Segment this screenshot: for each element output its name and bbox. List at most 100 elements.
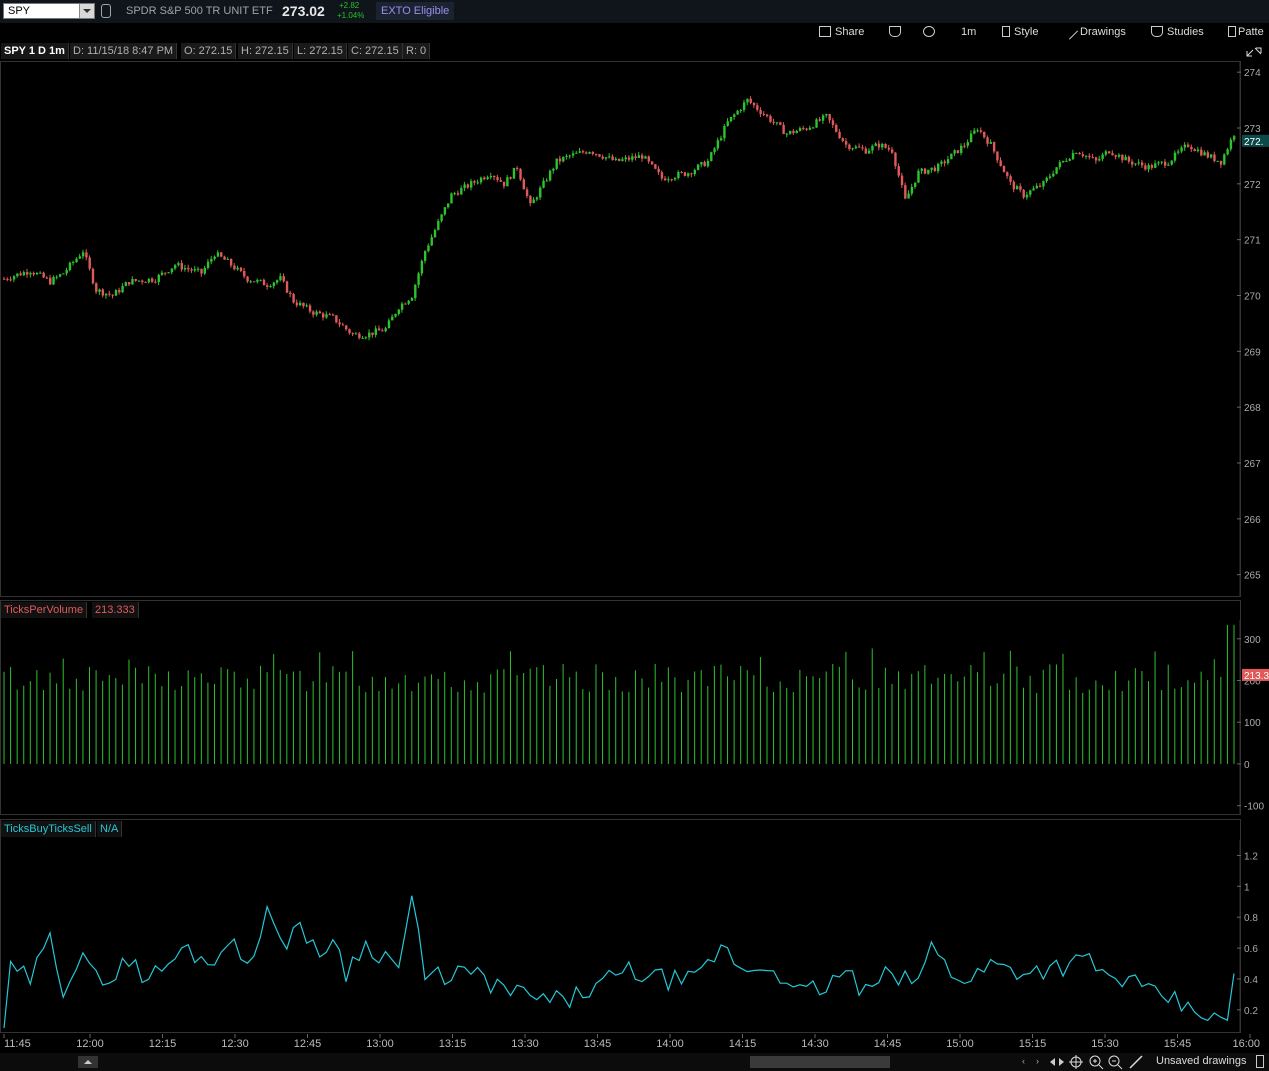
tbs-tick-label: 0.4 (1244, 975, 1258, 986)
pencil-icon (1061, 23, 1079, 40)
time-axis[interactable]: 11:45 12:00 12:15 12:30 12:45 13:00 13:15 13:30… (0, 1034, 1269, 1052)
candle-body (742, 102, 746, 110)
style-button[interactable]: Style (1002, 25, 1038, 39)
candle-body (489, 175, 493, 178)
candle-body (453, 193, 456, 195)
candle-body (371, 332, 374, 335)
candle-body (318, 311, 322, 314)
panel-toggle-icon[interactable] (1256, 1055, 1264, 1068)
candle-body (1029, 190, 1032, 195)
candle-body (825, 114, 828, 116)
ticks-per-volume-chart[interactable]: 300 200 100 0 -100 213.3 (0, 620, 1269, 814)
candle-body (535, 197, 539, 200)
study-name-tpv[interactable]: TicksPerVolume (1, 602, 88, 618)
unsaved-drawings-label[interactable]: Unsaved drawings (1156, 1055, 1247, 1067)
maximize-icon[interactable] (1243, 44, 1265, 60)
candle-body (729, 116, 733, 122)
candle-body (608, 156, 611, 158)
timeframe-button[interactable]: 1m (961, 26, 977, 38)
candle-body (335, 315, 338, 323)
settings-button[interactable] (923, 25, 939, 39)
candle-body (315, 311, 318, 315)
candle-body (325, 314, 328, 318)
candle-body (1052, 173, 1055, 177)
candle-body (275, 280, 279, 283)
ticks-buy-sell-chart[interactable]: 1.2 1 0.8 0.6 0.4 0.2 (0, 840, 1269, 1033)
candle-body (923, 168, 927, 174)
candle-body (141, 280, 144, 282)
bar-close: C: 272.15 (348, 43, 403, 59)
time-tick-label: 12:30 (221, 1038, 249, 1050)
patterns-button[interactable]: Patte (1228, 25, 1264, 39)
candle-body (594, 153, 598, 155)
horizontal-scrollbar[interactable]: ‹ › Unsaved drawings (0, 1053, 1269, 1071)
scroll-left-end-button[interactable] (78, 1056, 98, 1068)
candle-body (890, 149, 894, 153)
symbol-input[interactable]: SPY (3, 3, 95, 19)
candle-body (348, 329, 351, 334)
flask-icon (1151, 26, 1163, 37)
candle-body (943, 161, 946, 164)
link-icon[interactable] (101, 4, 111, 18)
candle-body (897, 166, 900, 176)
last-price-tag (1242, 134, 1269, 147)
candle-body (877, 143, 881, 148)
candle-body (657, 168, 660, 173)
time-tick-label: 12:45 (294, 1038, 322, 1050)
candle-body (1006, 172, 1009, 177)
candle-body (81, 252, 85, 257)
candle-body (808, 127, 812, 130)
time-tick-label: 14:30 (801, 1038, 829, 1050)
candle-body (338, 322, 341, 325)
scroll-right-icon[interactable]: › (1036, 1056, 1039, 1066)
exto-badge[interactable]: EXTO Eligible (376, 2, 455, 20)
study-name-tbs[interactable]: TicksBuyTicksSell (1, 821, 96, 837)
flask-button[interactable] (889, 25, 905, 39)
candle-body (98, 289, 101, 292)
candle-body (302, 302, 305, 307)
candle-body (529, 195, 532, 204)
candle-body (953, 150, 956, 154)
candle-body (180, 263, 183, 270)
share-button[interactable]: Share (819, 25, 864, 39)
candle-body (624, 157, 627, 160)
candle-body (585, 152, 588, 154)
candle-body (1186, 144, 1190, 147)
chevron-down-icon[interactable] (79, 4, 94, 18)
percent-change: +1.04% (337, 11, 365, 20)
scroll-thumb[interactable] (750, 1056, 890, 1068)
candle-body (509, 177, 512, 179)
candle-body (683, 172, 687, 176)
drawings-button[interactable]: Drawings (1061, 23, 1126, 40)
candle-body (568, 155, 572, 157)
chart-title[interactable]: SPY 1 D 1m (1, 43, 69, 59)
candle-body (236, 267, 239, 270)
candle-body (660, 172, 664, 179)
candle-body (611, 156, 614, 161)
candle-body (989, 142, 993, 144)
candle-body (789, 130, 792, 134)
candle-body (483, 177, 486, 180)
candle-body (213, 256, 216, 259)
candle-body (312, 311, 315, 315)
candle-body (900, 175, 904, 186)
price-chart[interactable]: 274 273 272 271 270 269 268 267 266 265 272. (0, 61, 1269, 597)
candle-body (1213, 154, 1216, 162)
candle-body (687, 173, 690, 176)
candle-body (101, 289, 105, 296)
candle-body (1134, 163, 1137, 165)
candle-body (1058, 162, 1062, 168)
time-tick-label: 14:45 (874, 1038, 902, 1050)
candle-body (910, 186, 914, 194)
price-tick-label: 272 (1244, 180, 1261, 191)
studies-button[interactable]: Studies (1151, 25, 1204, 39)
candle-body (420, 260, 424, 274)
candle-body (506, 177, 509, 187)
candle-body (983, 131, 986, 138)
time-tick-label: 13:45 (584, 1038, 612, 1050)
scroll-left-icon[interactable]: ‹ (1022, 1056, 1025, 1066)
draw-line-icon (1129, 1055, 1143, 1069)
candle-body (1002, 166, 1006, 173)
candle-body (887, 147, 891, 150)
candle-body (1038, 185, 1042, 187)
